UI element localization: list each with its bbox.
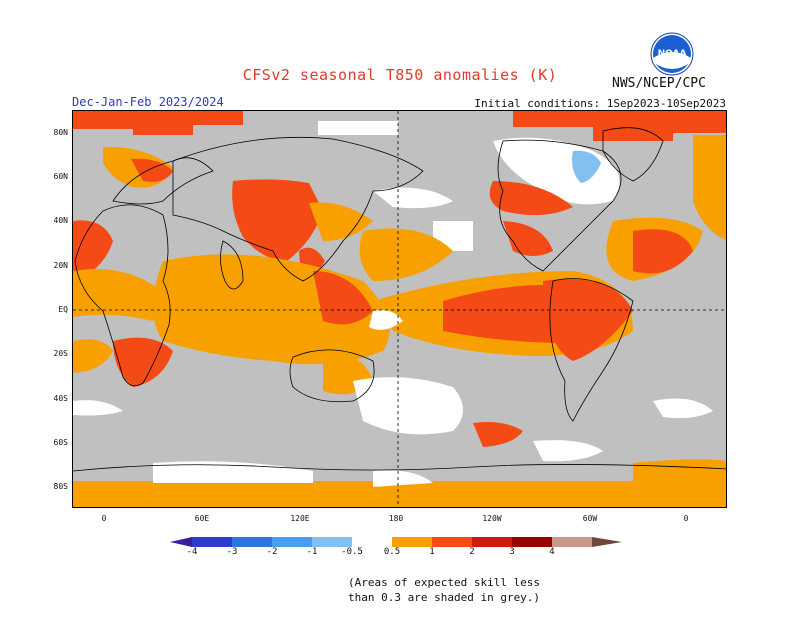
legend-tick-label: -4	[186, 547, 198, 557]
anomaly-region	[73, 220, 113, 281]
agency-label: NWS/NCEP/CPC	[612, 76, 706, 91]
neutral-region	[73, 400, 123, 416]
anomaly-region	[73, 269, 173, 321]
lon-label: 60W	[582, 514, 598, 523]
lat-label: 60N	[53, 172, 68, 181]
anomaly-region	[633, 229, 693, 274]
anomaly-region	[543, 279, 633, 361]
initial-conditions-label: Initial conditions: 1Sep2023-10Sep2023	[474, 97, 726, 110]
legend-swatch	[352, 537, 392, 547]
anomaly-region	[131, 158, 173, 182]
anomaly-map	[72, 110, 727, 508]
lon-label: 60E	[194, 514, 210, 523]
skill-note-line: than 0.3 are shaded in grey.)	[348, 591, 541, 604]
neutral-region	[373, 470, 433, 487]
anomaly-region	[113, 337, 173, 387]
anomaly-region	[473, 422, 523, 447]
neutral-region	[369, 310, 403, 330]
anomaly-region	[73, 481, 726, 507]
cold-anomaly-region	[572, 150, 601, 183]
legend-tick-label: 3	[509, 547, 515, 557]
legend-swatch	[472, 537, 512, 547]
anomaly-map-svg	[73, 111, 726, 507]
coastlines	[73, 127, 726, 472]
legend-swatch	[392, 537, 432, 547]
legend-tick-label: -1	[306, 547, 318, 557]
legend-swatch	[312, 537, 352, 547]
anomaly-region	[513, 111, 726, 141]
neutral-region	[353, 377, 463, 435]
lon-label: 180	[388, 514, 404, 523]
legend-swatch	[272, 537, 312, 547]
legend-swatch	[192, 537, 232, 547]
legend-swatch	[552, 537, 592, 547]
anomaly-region	[489, 181, 573, 216]
anomaly-region	[693, 135, 726, 241]
legend-tick-label: -2	[266, 547, 278, 557]
legend-swatch	[512, 537, 552, 547]
legend-swatch	[232, 537, 272, 547]
lat-label: 40N	[53, 216, 68, 225]
noaa-logo: NOAA	[650, 32, 694, 76]
lat-label: 40S	[53, 394, 68, 403]
neutral-region	[318, 121, 398, 135]
color-legend-svg	[170, 537, 622, 547]
anomaly-region	[359, 228, 453, 281]
noaa-logo-text: NOAA	[658, 49, 687, 59]
lon-label: 0	[683, 514, 689, 523]
skill-note: (Areas of expected skill less than 0.3 a…	[348, 575, 540, 605]
neutral-region	[653, 398, 713, 419]
legend-swatch	[592, 537, 622, 547]
legend-swatch	[170, 537, 192, 547]
legend-tick-label: -3	[226, 547, 238, 557]
lon-label: 0	[101, 514, 107, 523]
anomaly-region	[232, 179, 323, 261]
anomaly-region	[503, 221, 553, 256]
legend-tick-label: 1	[429, 547, 435, 557]
neutral-region	[373, 187, 453, 209]
season-label: Dec-Jan-Feb 2023/2024	[72, 95, 224, 109]
anomaly-region	[309, 202, 373, 241]
lat-label: 80N	[53, 128, 68, 137]
anomaly-region	[73, 339, 113, 373]
lon-label: 120E	[290, 514, 310, 523]
skill-note-line: (Areas of expected skill less	[348, 576, 541, 589]
lat-label: 80S	[53, 482, 68, 491]
anomaly-region	[633, 459, 726, 483]
legend-tick-label: 0.5	[383, 547, 401, 557]
lon-label: 120W	[482, 514, 502, 523]
neutral-region	[533, 440, 603, 462]
lat-label: 20N	[53, 261, 68, 270]
lat-label: EQ	[58, 305, 68, 314]
legend-tick-label: -0.5	[341, 547, 363, 557]
legend-tick-label: 2	[469, 547, 475, 557]
color-legend	[170, 534, 630, 553]
anomaly-region	[313, 271, 373, 325]
lat-label: 20S	[53, 349, 68, 358]
lat-label: 60S	[53, 438, 68, 447]
legend-tick-label: 4	[549, 547, 555, 557]
anomaly-region	[73, 111, 243, 135]
map-title: CFSv2 seasonal T850 anomalies (K)	[242, 66, 558, 84]
legend-swatch	[432, 537, 472, 547]
